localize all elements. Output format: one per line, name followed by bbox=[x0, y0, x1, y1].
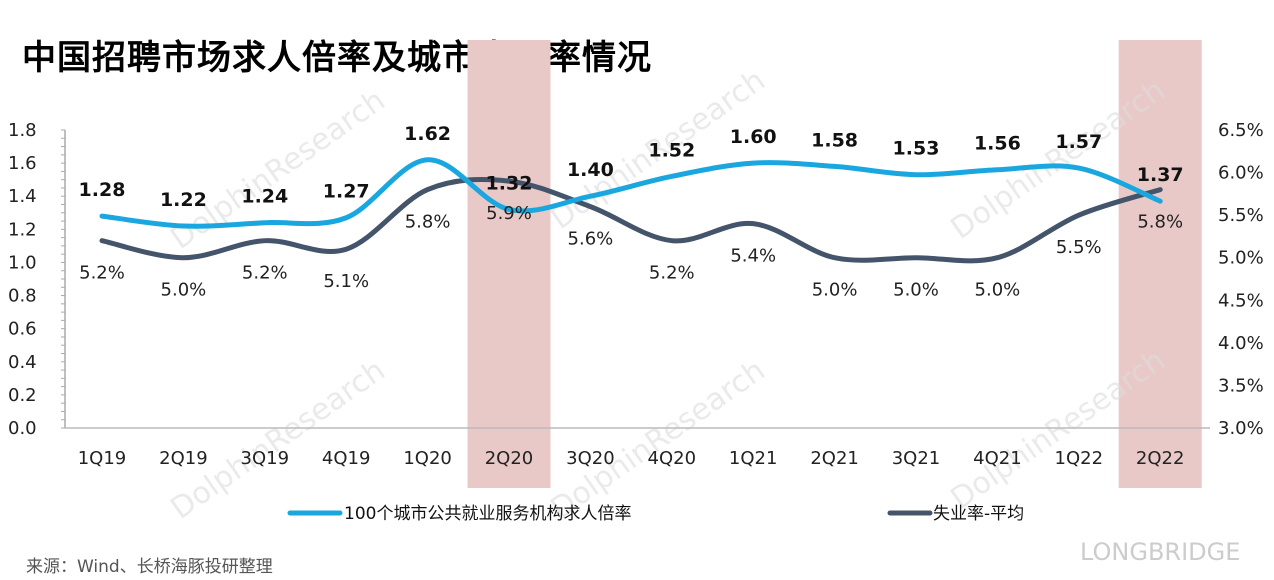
x-axis-tick-label: 2Q22 bbox=[1136, 448, 1185, 469]
x-axis-tick-label: 1Q22 bbox=[1055, 448, 1104, 469]
data-label-unemployment: 5.4% bbox=[730, 246, 776, 267]
data-label-job-ratio: 1.57 bbox=[1055, 131, 1102, 153]
data-label-unemployment: 5.6% bbox=[568, 229, 614, 250]
data-label-job-ratio: 1.28 bbox=[79, 179, 126, 201]
legend-label-job-ratio: 100个城市公共就业服务机构求人倍率 bbox=[344, 504, 631, 524]
left-axis-tick-label: 1.8 bbox=[8, 120, 37, 141]
data-label-unemployment: 5.9% bbox=[486, 203, 532, 224]
watermark: DolphinResearch bbox=[165, 83, 392, 257]
data-label-unemployment: 5.2% bbox=[649, 263, 695, 284]
data-label-job-ratio: 1.40 bbox=[567, 159, 614, 181]
x-axis-tick-label: 1Q19 bbox=[78, 448, 127, 469]
right-axis-tick-label: 4.0% bbox=[1218, 333, 1264, 354]
data-label-job-ratio: 1.60 bbox=[730, 126, 777, 148]
data-label-job-ratio: 1.56 bbox=[974, 133, 1021, 155]
data-label-job-ratio: 1.22 bbox=[160, 189, 207, 211]
right-axis-tick-label: 3.0% bbox=[1218, 418, 1264, 439]
right-axis-tick-label: 5.5% bbox=[1218, 205, 1264, 226]
data-label-unemployment: 5.0% bbox=[161, 280, 207, 301]
data-label-job-ratio: 1.53 bbox=[893, 138, 940, 160]
data-label-unemployment: 5.1% bbox=[323, 271, 369, 292]
x-axis-tick-label: 2Q20 bbox=[485, 448, 534, 469]
x-axis-tick-label: 3Q19 bbox=[241, 448, 290, 469]
data-label-job-ratio: 1.24 bbox=[241, 186, 288, 208]
right-axis-tick-label: 6.5% bbox=[1218, 120, 1264, 141]
right-axis-tick-label: 6.0% bbox=[1218, 163, 1264, 184]
data-label-job-ratio: 1.62 bbox=[404, 123, 451, 145]
highlight-band-2Q20 bbox=[467, 40, 551, 488]
data-label-job-ratio: 1.27 bbox=[323, 181, 370, 203]
data-label-job-ratio: 1.58 bbox=[811, 129, 858, 151]
x-axis-tick-label: 1Q20 bbox=[403, 448, 452, 469]
right-axis-tick-label: 5.0% bbox=[1218, 248, 1264, 269]
right-axis-tick-label: 3.5% bbox=[1218, 375, 1264, 396]
x-axis-tick-label: 3Q21 bbox=[892, 448, 941, 469]
data-label-unemployment: 5.2% bbox=[79, 263, 125, 284]
left-axis-tick-label: 0.4 bbox=[8, 352, 37, 373]
watermark: DolphinResearch bbox=[545, 353, 772, 527]
left-axis-tick-label: 0.8 bbox=[8, 286, 37, 307]
left-axis-tick-label: 1.4 bbox=[8, 186, 37, 207]
data-label-job-ratio: 1.37 bbox=[1137, 164, 1184, 186]
data-label-job-ratio: 1.32 bbox=[486, 172, 533, 194]
x-axis-tick-label: 4Q19 bbox=[322, 448, 371, 469]
data-label-unemployment: 5.0% bbox=[975, 280, 1021, 301]
x-axis-tick-label: 4Q20 bbox=[648, 448, 697, 469]
data-label-job-ratio: 1.52 bbox=[648, 139, 695, 161]
data-label-unemployment: 5.0% bbox=[893, 280, 939, 301]
left-axis-tick-label: 1.0 bbox=[8, 252, 37, 273]
highlight-band-2Q22 bbox=[1118, 40, 1202, 488]
data-label-unemployment: 5.0% bbox=[812, 280, 858, 301]
left-axis-tick-label: 1.6 bbox=[8, 153, 37, 174]
left-axis-tick-label: 0.6 bbox=[8, 319, 37, 340]
data-label-unemployment: 5.5% bbox=[1056, 237, 1102, 258]
source-note: 来源：Wind、长桥海豚投研整理 bbox=[26, 557, 273, 577]
left-axis-tick-label: 1.2 bbox=[8, 219, 37, 240]
series-line-unemployment bbox=[99, 177, 1163, 264]
watermark: DolphinResearch bbox=[165, 353, 392, 527]
x-axis-tick-label: 2Q19 bbox=[159, 448, 208, 469]
right-axis-tick-label: 4.5% bbox=[1218, 290, 1264, 311]
series-line-job-ratio bbox=[99, 157, 1163, 229]
watermark-logo: LONGBRIDGE bbox=[1080, 538, 1240, 566]
x-axis-tick-label: 2Q21 bbox=[810, 448, 859, 469]
data-label-unemployment: 5.8% bbox=[405, 212, 451, 233]
x-axis-tick-label: 4Q21 bbox=[973, 448, 1022, 469]
legend-label-unemployment: 失业率-平均 bbox=[933, 504, 1024, 524]
data-label-unemployment: 5.8% bbox=[1137, 212, 1183, 233]
left-axis-tick-label: 0.0 bbox=[8, 418, 37, 439]
left-axis-tick-label: 0.2 bbox=[8, 385, 37, 406]
x-axis-tick-label: 1Q21 bbox=[729, 448, 778, 469]
x-axis-tick-label: 3Q20 bbox=[566, 448, 615, 469]
data-label-unemployment: 5.2% bbox=[242, 263, 288, 284]
